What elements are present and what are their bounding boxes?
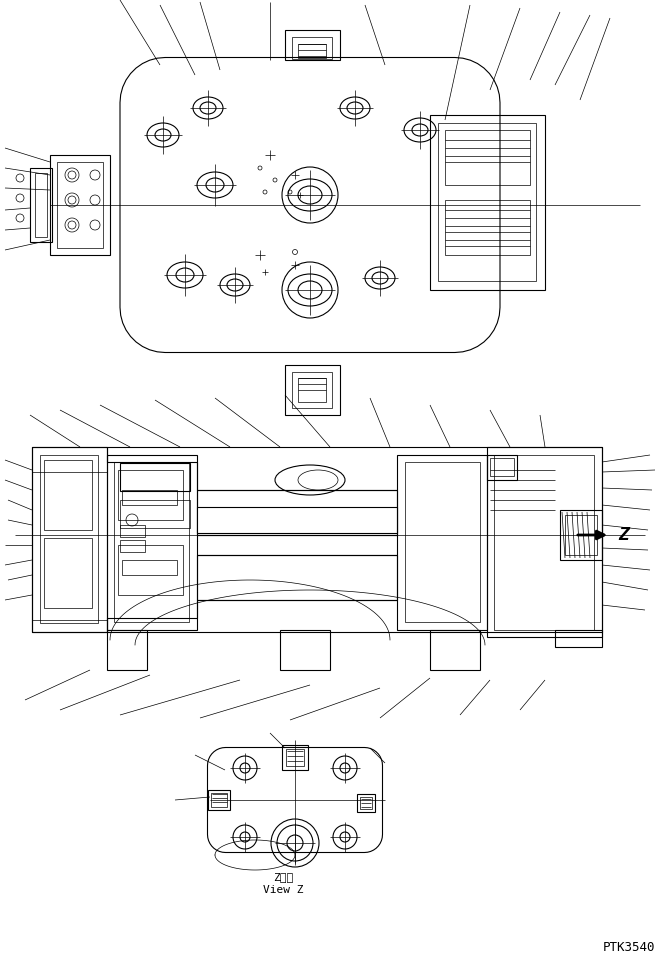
Bar: [285, 30, 340, 60]
Bar: [360, 797, 372, 809]
Bar: [285, 365, 340, 415]
Bar: [122, 490, 177, 505]
Bar: [197, 555, 397, 600]
Bar: [298, 378, 326, 402]
Bar: [445, 200, 530, 255]
Bar: [114, 462, 189, 622]
Bar: [565, 515, 597, 555]
Text: Z: Z: [618, 526, 629, 544]
Bar: [197, 490, 397, 535]
Bar: [120, 525, 145, 537]
Bar: [107, 630, 147, 670]
Bar: [292, 372, 332, 408]
Bar: [560, 510, 602, 560]
Bar: [122, 560, 177, 575]
Text: Z　視: Z 視: [273, 872, 293, 882]
Bar: [286, 749, 304, 766]
Bar: [430, 630, 480, 670]
Bar: [280, 630, 330, 670]
Bar: [487, 455, 517, 480]
Bar: [211, 793, 227, 807]
Bar: [120, 500, 190, 528]
Bar: [40, 455, 98, 623]
Bar: [405, 462, 480, 622]
Text: PTK3540: PTK3540: [603, 941, 655, 954]
Bar: [44, 538, 92, 608]
Bar: [208, 790, 230, 810]
Bar: [282, 745, 308, 770]
Bar: [57, 162, 103, 248]
Bar: [357, 794, 375, 812]
Bar: [107, 455, 197, 630]
Bar: [32, 447, 602, 632]
Bar: [555, 630, 602, 647]
Bar: [438, 123, 536, 281]
Bar: [494, 455, 594, 630]
Bar: [397, 455, 487, 630]
Bar: [487, 447, 602, 637]
Bar: [430, 115, 545, 290]
Bar: [490, 458, 514, 476]
Bar: [35, 173, 47, 237]
Bar: [197, 507, 397, 533]
Bar: [44, 460, 92, 530]
Bar: [292, 37, 332, 59]
Bar: [118, 470, 183, 520]
Bar: [120, 463, 190, 491]
Bar: [298, 44, 326, 58]
Bar: [50, 155, 110, 255]
Bar: [32, 447, 107, 632]
Bar: [120, 540, 145, 552]
Bar: [445, 130, 530, 185]
Text: View Z: View Z: [263, 885, 303, 895]
Bar: [118, 545, 183, 595]
Bar: [30, 168, 52, 242]
